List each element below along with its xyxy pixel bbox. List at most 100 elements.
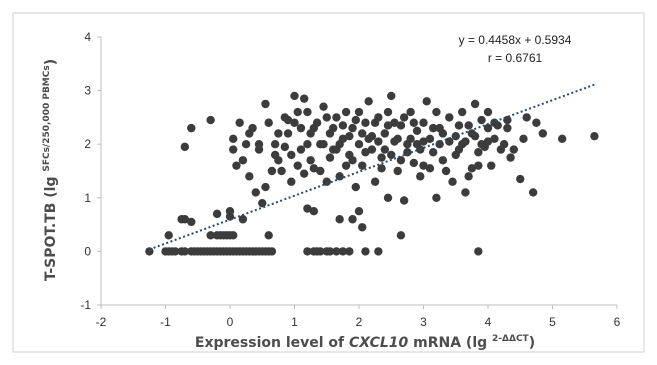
data-point	[145, 247, 154, 256]
data-point	[270, 140, 280, 149]
data-point	[358, 223, 367, 232]
data-point	[258, 198, 267, 208]
data-point	[416, 172, 425, 181]
data-point	[461, 137, 470, 146]
data-point	[261, 182, 270, 192]
data-point	[338, 247, 348, 256]
data-point	[406, 134, 415, 144]
x-axis-label-main: Expression level of	[195, 335, 349, 351]
data-point	[299, 94, 309, 103]
data-point	[267, 166, 277, 176]
data-point	[428, 123, 438, 133]
y-tick-label: 0	[84, 244, 91, 258]
data-point	[283, 115, 293, 125]
x-tick-label: 1	[291, 315, 298, 329]
data-point	[406, 107, 415, 117]
data-point	[441, 166, 451, 176]
data-point	[490, 134, 499, 144]
data-point	[474, 148, 483, 157]
data-point	[419, 161, 428, 170]
data-point	[229, 145, 238, 154]
x-axis-label-mid: mRNA (lg	[408, 335, 492, 351]
data-point	[299, 169, 309, 178]
data-point	[506, 153, 515, 162]
data-point	[261, 99, 270, 109]
data-point	[364, 97, 373, 106]
data-point	[396, 231, 406, 240]
data-point	[229, 134, 238, 144]
data-point	[387, 91, 396, 101]
data-point	[225, 212, 235, 221]
data-points	[145, 91, 599, 256]
data-point	[361, 148, 370, 157]
x-tick-label: 3	[420, 315, 427, 329]
data-point	[254, 140, 264, 149]
data-point	[287, 150, 296, 160]
data-point	[380, 145, 389, 154]
data-point	[477, 115, 486, 125]
data-point	[251, 188, 260, 197]
x-axis-label-gene: CXCL10	[349, 335, 409, 351]
data-point	[187, 217, 196, 227]
data-point	[296, 123, 306, 133]
y-axis-label-end: )	[43, 59, 59, 65]
data-point	[345, 131, 354, 141]
data-point	[264, 231, 273, 240]
data-point	[445, 137, 454, 146]
data-point	[532, 118, 541, 127]
data-point	[445, 113, 454, 122]
data-point	[425, 164, 435, 173]
data-point	[303, 140, 312, 149]
data-point	[248, 123, 257, 133]
data-point	[399, 196, 409, 205]
y-tick-label: 2	[84, 137, 91, 151]
data-point	[370, 177, 380, 186]
data-point	[296, 145, 306, 154]
data-point	[483, 123, 493, 133]
y-tick-labels: -1 0 1 2 3 4	[80, 30, 101, 312]
data-point	[393, 134, 402, 144]
data-point	[354, 207, 364, 216]
data-point	[377, 164, 386, 173]
data-point	[267, 247, 277, 256]
data-point	[206, 115, 215, 125]
data-point	[316, 166, 325, 176]
data-point	[303, 204, 312, 213]
data-point	[422, 97, 431, 106]
data-point	[522, 113, 531, 122]
data-point	[458, 107, 467, 117]
x-tick-label: -2	[96, 315, 107, 329]
data-point	[419, 118, 428, 127]
data-point	[432, 193, 441, 202]
data-point	[354, 140, 364, 149]
data-point	[338, 121, 348, 130]
data-point	[412, 126, 422, 135]
data-point	[393, 166, 402, 176]
data-point	[303, 247, 312, 256]
data-point	[274, 129, 283, 138]
data-point	[399, 113, 409, 122]
data-point	[332, 145, 341, 154]
data-point	[187, 123, 196, 133]
data-point	[277, 166, 286, 176]
y-axis-label-main: T-SPOT.TB (lg	[43, 172, 59, 281]
data-point	[358, 161, 367, 170]
data-point	[519, 134, 528, 144]
data-point	[319, 140, 328, 149]
data-point	[264, 118, 273, 127]
y-axis-label-sup: SFCs/250,000 PBMCs	[42, 65, 52, 171]
data-point	[499, 140, 509, 149]
data-point	[332, 247, 341, 256]
data-point	[348, 123, 357, 133]
data-point	[290, 91, 299, 101]
data-point	[435, 140, 444, 149]
data-point	[270, 150, 280, 160]
data-point	[367, 145, 377, 154]
data-point	[467, 164, 477, 173]
data-point	[483, 107, 493, 117]
data-point	[448, 177, 457, 186]
data-point	[358, 129, 367, 138]
data-point	[380, 129, 389, 138]
x-tick-label: -1	[160, 315, 171, 329]
data-point	[470, 99, 480, 109]
